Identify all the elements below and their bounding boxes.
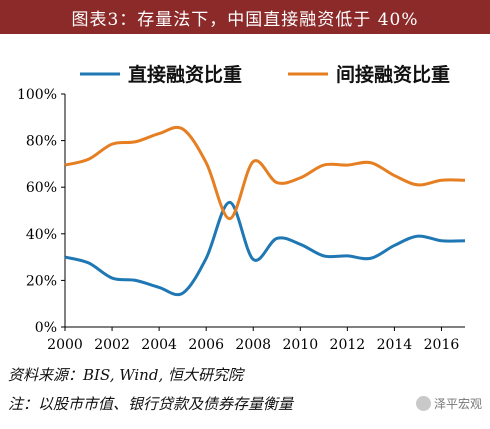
x-tick-label: 2012	[330, 337, 366, 353]
chart-axes: 0% 20% 40% 60% 80% 100% 2000 2002 2004 2006 2008 20…	[17, 87, 465, 353]
chart-lines	[64, 125, 466, 297]
x-tick-label: 2004	[141, 337, 177, 353]
series-line-2	[64, 125, 466, 221]
watermark: 泽平宏观	[415, 395, 482, 412]
y-tick-label: 0%	[35, 320, 57, 336]
legend-label-2: 间接融资比重	[336, 63, 450, 86]
y-tick-label: 80%	[26, 134, 57, 150]
x-tick-label: 2014	[377, 337, 413, 353]
chart-legend: 直接融资比重 间接融资比重	[80, 63, 450, 86]
figure-title-bar: 图表3：存量法下，中国直接融资低于 40%	[0, 0, 490, 34]
wechat-logo-icon	[415, 396, 431, 411]
y-tick-label: 100%	[17, 87, 57, 103]
line-chart: 直接融资比重 间接融资比重 0% 20% 40% 60% 80% 100% 2000 2002 2…	[17, 63, 466, 353]
x-tick-label: 2016	[424, 337, 460, 353]
x-tick-label: 2008	[235, 337, 271, 353]
watermark-text: 泽平宏观	[433, 397, 482, 411]
footnote: 注：以股市市值、银行贷款及债券存量衡量	[8, 395, 294, 413]
source-note: 资料来源：BIS, Wind, 恒大研究院	[8, 366, 243, 384]
x-tick-label: 2002	[94, 337, 130, 353]
figure-title: 图表3：存量法下，中国直接融资低于 40%	[71, 9, 419, 30]
series-line-1	[64, 200, 466, 297]
y-tick-label: 20%	[26, 273, 57, 289]
legend-label-1: 直接融资比重	[128, 63, 242, 86]
x-tick-label: 2006	[188, 337, 224, 353]
y-tick-label: 40%	[26, 227, 57, 243]
y-tick-label: 60%	[26, 180, 57, 196]
x-tick-label: 2000	[47, 337, 83, 353]
x-tick-label: 2010	[282, 337, 318, 353]
